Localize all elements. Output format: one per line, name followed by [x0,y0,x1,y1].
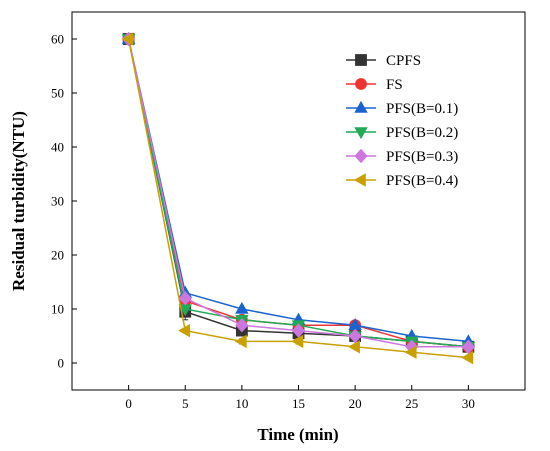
legend-label: FS [386,77,403,93]
data-point [291,323,306,338]
data-point [178,323,191,338]
y-axis-title: Residual turbidity(NTU) [9,111,28,291]
series-pfs-b-0-3 [122,31,475,354]
legend-label: PFS(B=0.2) [386,125,458,141]
plot-area [121,31,476,365]
legend-marker [355,78,367,90]
data-point [404,345,417,359]
legend-marker [354,127,368,140]
legend-label: PFS(B=0.1) [386,101,458,117]
y-tick-label: 60 [51,32,64,47]
legend-item: PFS(B=0.4) [346,173,458,189]
x-tick-label: 30 [462,396,475,411]
legend-marker [355,54,367,66]
legend-item: PFS(B=0.2) [346,125,458,141]
series-pfs-b-0-2 [121,34,476,354]
x-tick-label: 5 [182,396,189,411]
legend-marker [353,173,366,187]
y-tick-label: 50 [51,86,64,101]
legend-item: FS [346,77,403,93]
data-point [235,301,249,314]
x-axis: 0 5 10 15 20 25 30 [125,385,475,411]
data-point [348,328,362,344]
legend-item: CPFS [346,53,421,69]
legend-item: PFS(B=0.1) [346,100,458,117]
x-tick-label: 0 [125,396,132,411]
x-axis-title: Time (min) [257,425,338,444]
data-point [347,340,360,354]
data-point [291,334,304,349]
x-tick-label: 20 [349,396,362,411]
data-point [178,291,192,306]
legend-label: CPFS [386,53,421,69]
x-tick-label: 15 [292,396,305,411]
y-axis: 0 10 20 30 40 50 60 [51,32,77,371]
x-tick-label: 25 [405,396,418,411]
y-tick-label: 40 [51,140,64,155]
y-tick-label: 30 [51,194,64,209]
legend-marker [354,100,368,113]
data-point [461,339,475,354]
series-pfs-b-0-1 [121,31,476,347]
data-point [234,334,247,349]
series-fs [122,33,475,353]
legend-label: PFS(B=0.3) [386,149,458,165]
y-tick-label: 0 [58,356,65,371]
legend-label: PFS(B=0.4) [386,173,458,189]
data-point [121,32,134,46]
legend: CPFS FS PFS(B=0.1) PFS(B=0.2) PFS(B=0.3) PFS(… [346,53,458,189]
y-tick-label: 10 [51,302,64,317]
y-tick-label: 20 [51,248,64,263]
series-pfs-b-0-4 [121,32,474,365]
legend-item: PFS(B=0.3) [346,148,458,165]
data-point [235,318,249,333]
data-point [461,350,474,365]
x-tick-label: 10 [235,396,248,411]
legend-marker [354,148,368,164]
series-cpfs [122,33,475,353]
